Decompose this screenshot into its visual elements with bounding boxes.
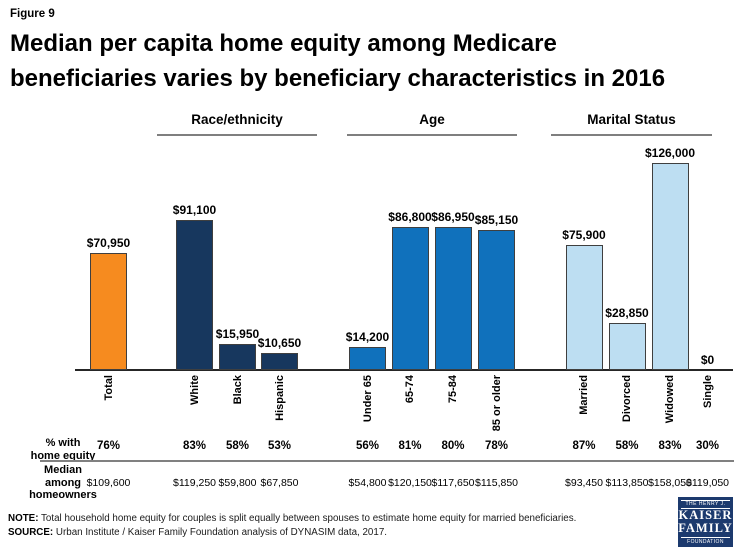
bar-value-label: $10,650: [257, 336, 302, 350]
pct-home-equity-value: 76%: [96, 440, 121, 452]
note-text: Total household home equity for couples …: [41, 513, 577, 524]
pct-home-equity-value: 58%: [225, 440, 250, 452]
pct-home-equity-value: 83%: [182, 440, 207, 452]
pct-home-equity-value: 83%: [658, 440, 682, 452]
source-text: Urban Institute / Kaiser Family Foundati…: [55, 527, 387, 538]
category-label: Single: [701, 375, 714, 409]
group-header-age: Age: [347, 112, 517, 136]
pct-home-equity-value: 58%: [615, 440, 639, 452]
bar-divorced: [608, 323, 646, 370]
bar-total: [90, 253, 127, 370]
row-label-median-homeowners: Median among homeowners: [29, 464, 97, 501]
source-line: SOURCE: Urban Institute / Kaiser Family …: [8, 526, 670, 540]
pct-home-equity-value: 80%: [441, 440, 465, 452]
figure-label: Figure 9: [10, 8, 55, 20]
category-label: Widowed: [664, 375, 676, 424]
bar-white: [176, 220, 213, 370]
median-homeowners-value: $93,450: [565, 477, 603, 489]
kff-logo: THE HENRY J. KAISER FAMILY FOUNDATION: [678, 497, 733, 547]
kff-logo-kaiser-text: KAISER: [678, 508, 733, 522]
note-label: NOTE:: [8, 513, 39, 524]
median-homeowners-value: $120,150: [388, 477, 432, 489]
bar-value-label: $70,950: [86, 236, 131, 250]
group-header-marital-status: Marital Status: [551, 112, 712, 136]
category-label: Black: [231, 375, 244, 405]
category-label: White: [188, 375, 201, 405]
category-label: Under 65: [361, 375, 374, 423]
median-homeowners-value: $117,650: [431, 477, 475, 489]
bar-value-label: $28,850: [605, 306, 649, 320]
category-label: 75-84: [447, 375, 459, 404]
median-homeowners-value: $158,050: [648, 477, 692, 489]
bar-value-label: $86,800: [388, 210, 432, 224]
group-header-race-ethnicity: Race/ethnicity: [157, 112, 317, 136]
source-label: SOURCE:: [8, 527, 54, 538]
page-title: Median per capita home equity among Medi…: [10, 26, 725, 96]
bar-85-or-older: [478, 230, 515, 370]
bar-value-label: $75,900: [562, 228, 606, 242]
category-label: Total: [102, 375, 115, 401]
kff-logo-family-text: FAMILY: [678, 521, 733, 535]
median-homeowners-value: $115,850: [474, 477, 518, 489]
pct-home-equity-value: 56%: [355, 440, 380, 452]
category-label: Divorced: [621, 375, 633, 423]
table-row-divider: [40, 460, 734, 462]
category-label: Married: [578, 375, 590, 415]
median-homeowners-value: $119,250: [172, 477, 216, 489]
bar-widowed: [651, 163, 689, 370]
median-homeowners-value: $113,850: [605, 477, 649, 489]
bar-value-label: $15,950: [215, 327, 260, 341]
footer-notes: NOTE: Total household home equity for co…: [8, 512, 670, 540]
category-label: 85 or older: [490, 375, 503, 432]
bar-hispanic: [261, 353, 298, 370]
pct-home-equity-value: 53%: [267, 440, 292, 452]
bar-value-label: $14,200: [345, 330, 390, 344]
bar-value-label: $86,950: [431, 210, 475, 224]
kff-logo-foundation-text: FOUNDATION: [681, 537, 730, 546]
bar-value-label: $0: [700, 353, 715, 367]
page-title-line1: Median per capita home equity among Medi…: [10, 30, 557, 57]
pct-home-equity-value: 87%: [572, 440, 596, 452]
bar-value-label: $91,100: [172, 203, 217, 217]
x-axis-line: [75, 369, 733, 371]
median-homeowners-value: $67,850: [260, 477, 299, 489]
bar-under-65: [349, 347, 386, 370]
pct-home-equity-value: 81%: [398, 440, 422, 452]
bar-65-74: [391, 227, 429, 370]
median-homeowners-value: $119,050: [685, 477, 729, 489]
bar-value-label: $126,000: [644, 146, 696, 160]
category-label: 65-74: [404, 375, 416, 404]
pct-home-equity-value: 78%: [484, 440, 509, 452]
median-homeowners-value: $54,800: [348, 477, 387, 489]
category-label: Hispanic: [273, 375, 286, 421]
page-title-line2: beneficiaries varies by beneficiary char…: [10, 65, 666, 92]
row-label-pct-home-equity: % with home equity: [30, 437, 96, 462]
bar-black: [219, 344, 256, 370]
bar-75-84: [434, 227, 472, 370]
median-homeowners-value: $59,800: [218, 477, 257, 489]
note-line: NOTE: Total household home equity for co…: [8, 512, 670, 526]
pct-home-equity-value: 30%: [695, 440, 720, 452]
median-homeowners-value: $109,600: [86, 477, 131, 489]
bar-value-label: $85,150: [474, 213, 519, 227]
kff-logo-top-text: THE HENRY J.: [681, 500, 730, 509]
bar-married: [565, 245, 603, 370]
